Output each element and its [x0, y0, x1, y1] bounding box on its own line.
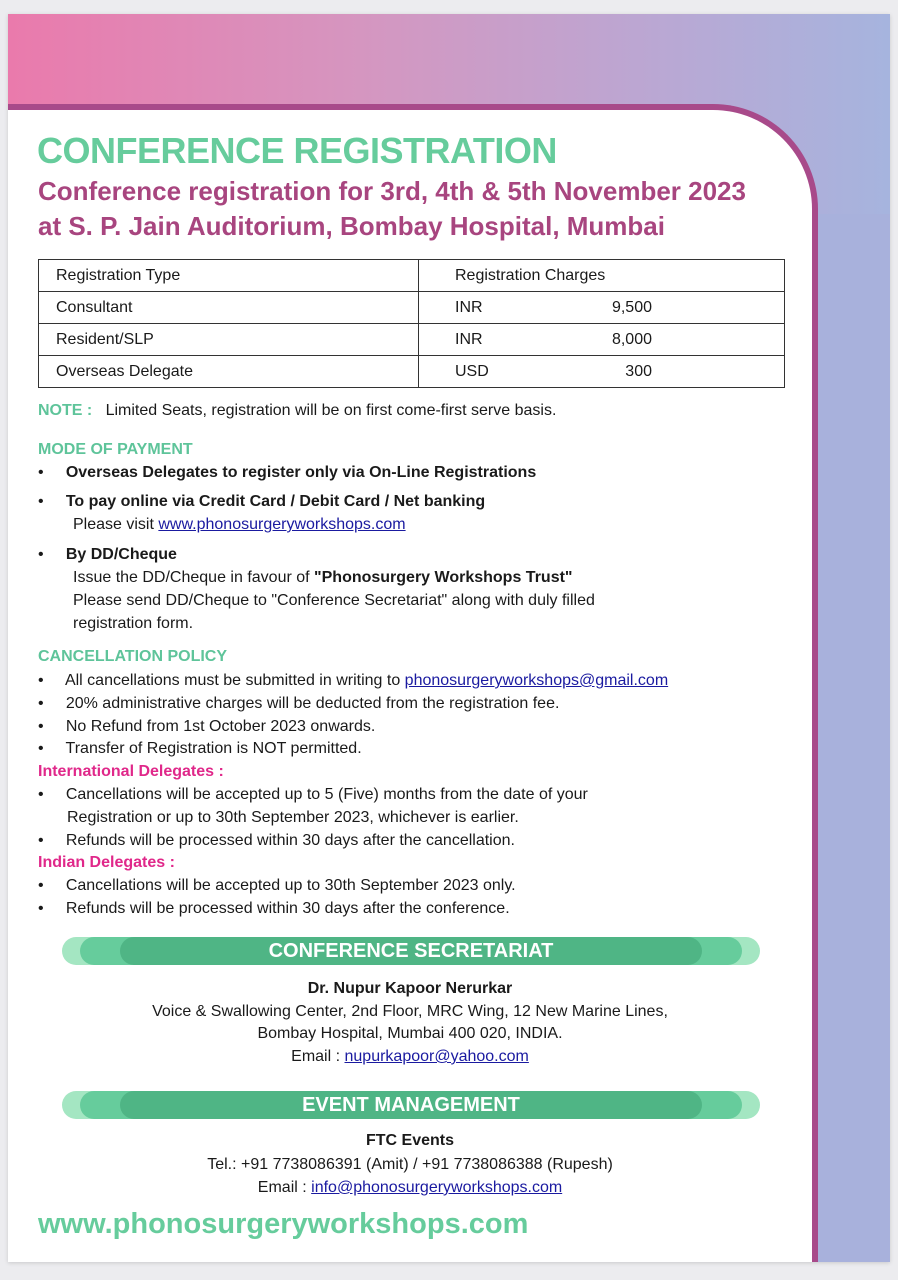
gmail-link[interactable]: phonosurgeryworkshops@gmail.com	[404, 672, 669, 689]
secretariat-address-1: Voice & Swallowing Center, 2nd Floor, MR…	[152, 1003, 668, 1020]
intl-bullet-cont: Registration or up to 30th September 202…	[67, 809, 519, 826]
table-row: Overseas Delegate USD 300	[38, 355, 785, 388]
event-email: Email : info@phonosurgeryworkshops.com	[257, 1179, 563, 1196]
dd-send: Please send DD/Cheque to "Conference Sec…	[73, 592, 595, 609]
intl-bullet: • Cancellations will be accepted up to 5…	[38, 786, 588, 803]
secretariat-banner: CONFERENCE SECRETARIAT	[62, 937, 760, 965]
cell-currency: USD	[455, 362, 489, 380]
indian-bullet: • Refunds will be processed within 30 da…	[38, 900, 510, 917]
note-text: Limited Seats, registration will be on f…	[105, 402, 557, 419]
cancel-bullet: • All cancellations must be submitted in…	[38, 672, 669, 689]
dd-form: registration form.	[73, 615, 194, 632]
cell-currency: INR	[455, 298, 483, 316]
event-email-link[interactable]: info@phonosurgeryworkshops.com	[311, 1179, 563, 1196]
page-title: CONFERENCE REGISTRATION	[37, 130, 557, 171]
header-charges: Registration Charges	[418, 259, 785, 292]
cancellation-heading: CANCELLATION POLICY	[38, 648, 228, 665]
payment-bullet-online-only: • Overseas Delegates to register only vi…	[38, 464, 537, 481]
header-type: Registration Type	[38, 259, 419, 292]
cancel-bullet: • 20% administrative charges will be ded…	[38, 695, 560, 712]
secretariat-address-2: Bombay Hospital, Mumbai 400 020, INDIA.	[257, 1025, 563, 1042]
secretariat-email-link[interactable]: nupurkapoor@yahoo.com	[344, 1048, 529, 1065]
registration-table: Registration Type Registration Charges Co…	[38, 259, 785, 388]
payment-visit: Please visit www.phonosurgeryworkshops.c…	[73, 516, 406, 533]
indian-bullet: • Cancellations will be accepted up to 3…	[38, 877, 516, 894]
cell-amount: 9,500	[611, 298, 652, 316]
intl-heading: International Delegates :	[38, 763, 224, 780]
footer-website[interactable]: www.phonosurgeryworkshops.com	[38, 1208, 529, 1240]
event-heading: EVENT MANAGEMENT	[302, 1094, 520, 1116]
cancel-bullet: • No Refund from 1st October 2023 onward…	[38, 718, 376, 735]
side-strip	[818, 214, 890, 1262]
indian-heading: Indian Delegates :	[38, 854, 175, 871]
secretariat-name: Dr. Nupur Kapoor Nerurkar	[307, 980, 513, 997]
cancel-bullet: • Transfer of Registration is NOT permit…	[38, 740, 362, 757]
cell-currency: INR	[455, 330, 483, 348]
event-tel: Tel.: +91 7738086391 (Amit) / +91 773808…	[207, 1156, 613, 1173]
payment-heading: MODE OF PAYMENT	[38, 441, 193, 458]
dd-favour: Issue the DD/Cheque in favour of "Phonos…	[73, 569, 573, 586]
table-row: Resident/SLP INR 8,000	[38, 323, 785, 356]
note-label: NOTE :	[38, 402, 93, 419]
cell-amount: 8,000	[611, 330, 652, 348]
note: NOTE : Limited Seats, registration will …	[38, 401, 556, 421]
table-row: Consultant INR 9,500	[38, 291, 785, 324]
subtitle-venue: at S. P. Jain Auditorium, Bombay Hospita…	[38, 211, 665, 241]
cell-type: Resident/SLP	[38, 323, 419, 356]
website-link[interactable]: www.phonosurgeryworkshops.com	[158, 516, 406, 533]
secretariat-heading: CONFERENCE SECRETARIAT	[268, 940, 554, 962]
event-banner: EVENT MANAGEMENT	[62, 1091, 760, 1119]
cell-amount: 300	[625, 362, 652, 380]
table-header: Registration Type Registration Charges	[38, 259, 785, 292]
cell-type: Overseas Delegate	[38, 355, 419, 388]
subtitle-dates: Conference registration for 3rd, 4th & 5…	[38, 176, 746, 206]
event-name: FTC Events	[365, 1132, 454, 1149]
intl-bullet: • Refunds will be processed within 30 da…	[38, 832, 515, 849]
payment-bullet-online: • To pay online via Credit Card / Debit …	[38, 493, 486, 510]
secretariat-email: Email : nupurkapoor@yahoo.com	[291, 1048, 529, 1065]
payment-bullet-dd: • By DD/Cheque	[38, 546, 177, 563]
cell-type: Consultant	[38, 291, 419, 324]
